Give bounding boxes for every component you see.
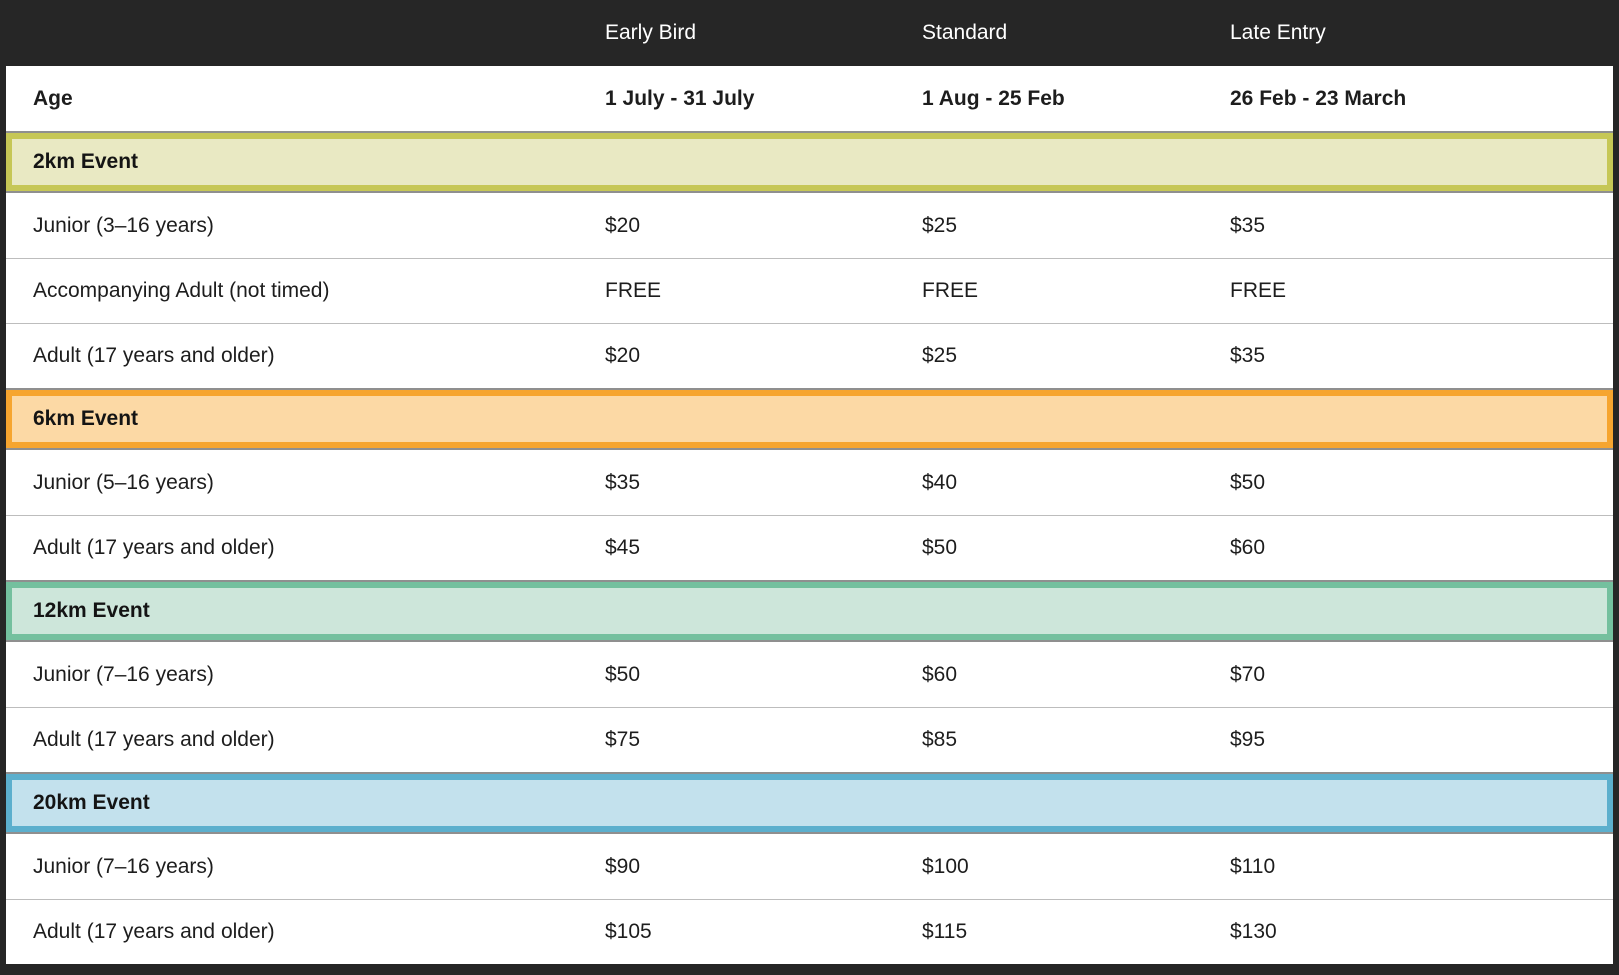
header-standard: Standard (922, 21, 1008, 44)
table-row: Adult (17 years and older) $105 $115 $13… (6, 899, 1613, 964)
table-row: Junior (7–16 years) $90 $100 $110 (6, 834, 1613, 899)
price-cell: $20 (605, 344, 641, 367)
price-cell: FREE (605, 279, 662, 302)
price-cell: $45 (605, 536, 641, 559)
subheader-standard-dates: 1 Aug - 25 Feb (922, 86, 1065, 110)
header-late-entry: Late Entry (1230, 21, 1326, 44)
section-band-box: 6km Event (6, 390, 1613, 448)
price-cell: $35 (1230, 213, 1266, 237)
price-cell: $60 (922, 662, 958, 686)
price-cell: $50 (605, 662, 641, 686)
row-label-cell: Adult (17 years and older) (33, 920, 275, 943)
price-cell: $50 (1230, 470, 1266, 494)
price-cell: $25 (922, 213, 958, 237)
pricing-subheader-row: Age 1 July - 31 July 1 Aug - 25 Feb 26 F… (6, 66, 1613, 131)
price-cell: $40 (922, 470, 958, 494)
row-label-cell: Adult (17 years and older) (33, 344, 275, 367)
price-cell: $75 (605, 728, 641, 751)
subheader-late-entry-dates: 26 Feb - 23 March (1230, 86, 1407, 110)
row-label-cell: Adult (17 years and older) (33, 536, 275, 559)
price-cell: $35 (605, 470, 641, 494)
table-row: Junior (7–16 years) $50 $60 $70 (6, 642, 1613, 707)
table-row: Junior (5–16 years) $35 $40 $50 (6, 450, 1613, 515)
row-label-cell: Junior (3–16 years) (33, 213, 214, 237)
section-label: 6km Event (33, 407, 139, 430)
price-cell: $115 (922, 920, 968, 943)
section-band-20km: 20km Event (6, 772, 1613, 834)
section-band-box: 12km Event (6, 582, 1613, 640)
row-label-cell: Junior (7–16 years) (33, 662, 214, 686)
price-cell: $50 (922, 536, 958, 559)
row-label-cell: Junior (5–16 years) (33, 470, 214, 494)
section-band-12km: 12km Event (6, 580, 1613, 642)
price-cell: $60 (1230, 536, 1266, 559)
price-cell: FREE (922, 279, 979, 302)
section-band-box: 2km Event (6, 133, 1613, 191)
section-label: 20km Event (33, 791, 150, 814)
price-cell: $90 (605, 854, 641, 878)
section-band-box: 20km Event (6, 774, 1613, 832)
row-label-cell: Accompanying Adult (not timed) (33, 279, 330, 302)
price-cell: $70 (1230, 662, 1266, 686)
section-band-6km: 6km Event (6, 388, 1613, 450)
price-cell: $130 (1230, 920, 1277, 943)
price-cell: $35 (1230, 344, 1266, 367)
price-cell: FREE (1230, 279, 1287, 302)
section-band-2km: 2km Event (6, 131, 1613, 193)
header-early-bird: Early Bird (605, 21, 697, 44)
row-label-cell: Junior (7–16 years) (33, 854, 214, 878)
table-row: Junior (3–16 years) $20 $25 $35 (6, 193, 1613, 258)
price-cell: $85 (922, 728, 958, 751)
price-cell: $105 (605, 920, 652, 943)
price-cell: $110 (1230, 854, 1276, 878)
row-label-cell: Adult (17 years and older) (33, 728, 275, 751)
price-cell: $20 (605, 213, 641, 237)
price-cell: $25 (922, 344, 958, 367)
subheader-early-bird-dates: 1 July - 31 July (605, 86, 755, 110)
table-row: Accompanying Adult (not timed) FREE FREE… (6, 258, 1613, 323)
pricing-header-row: Early Bird Standard Late Entry (6, 0, 1613, 66)
table-row: Adult (17 years and older) $45 $50 $60 (6, 515, 1613, 580)
section-label: 12km Event (33, 599, 150, 622)
table-row: Adult (17 years and older) $20 $25 $35 (6, 323, 1613, 388)
price-cell: $95 (1230, 728, 1266, 751)
table-row: Adult (17 years and older) $75 $85 $95 (6, 707, 1613, 772)
price-cell: $100 (922, 854, 969, 878)
section-label: 2km Event (33, 150, 139, 173)
subheader-age: Age (33, 86, 73, 110)
